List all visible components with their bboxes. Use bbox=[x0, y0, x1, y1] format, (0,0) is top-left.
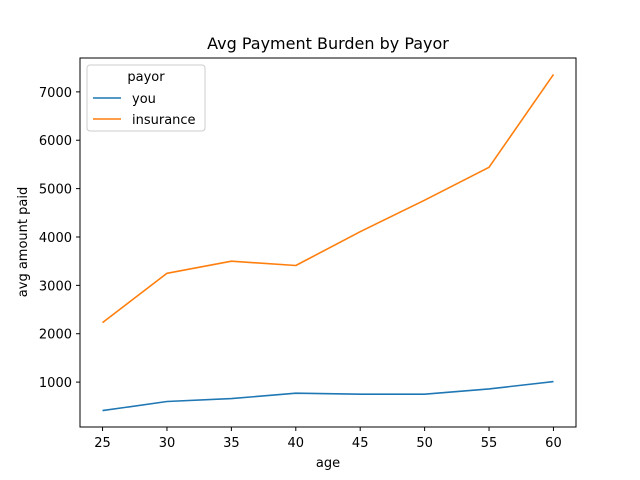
x-tick-label: 35 bbox=[223, 436, 240, 451]
x-tick-label: 30 bbox=[159, 436, 176, 451]
series-line-you bbox=[102, 380, 554, 412]
plot-frame bbox=[79, 57, 577, 428]
x-tick-label: 55 bbox=[481, 436, 498, 451]
legend-item-label: you bbox=[132, 92, 156, 107]
y-axis-label: avg amount paid bbox=[16, 187, 31, 297]
x-tick-label: 50 bbox=[416, 436, 433, 451]
legend: payor you insurance bbox=[86, 64, 206, 132]
y-tick-label: 5000 bbox=[39, 183, 72, 198]
legend-items: you insurance bbox=[93, 92, 196, 128]
y-tick-label: 2000 bbox=[39, 328, 72, 343]
legend-box bbox=[86, 64, 206, 132]
x-axis: 25 30 35 40 45 50 55 60 bbox=[94, 427, 562, 451]
legend-item-label: insurance bbox=[132, 113, 196, 128]
series-group bbox=[102, 73, 555, 412]
legend-title: payor bbox=[127, 70, 165, 85]
y-tick-label: 3000 bbox=[39, 279, 72, 294]
y-tick-label: 1000 bbox=[39, 376, 72, 391]
x-tick-label: 40 bbox=[288, 436, 305, 451]
y-tick-label: 7000 bbox=[39, 86, 72, 101]
y-axis: 1000 2000 3000 4000 5000 6000 7000 bbox=[39, 86, 80, 391]
x-axis-label: age bbox=[316, 456, 340, 471]
x-tick-label: 60 bbox=[545, 436, 562, 451]
y-tick-label: 4000 bbox=[39, 231, 72, 246]
x-tick-label: 25 bbox=[94, 436, 111, 451]
series-line-insurance bbox=[102, 73, 555, 324]
y-tick-label: 6000 bbox=[39, 134, 72, 149]
x-tick-label: 45 bbox=[352, 436, 369, 451]
chart-title: Avg Payment Burden by Payor bbox=[207, 34, 449, 53]
